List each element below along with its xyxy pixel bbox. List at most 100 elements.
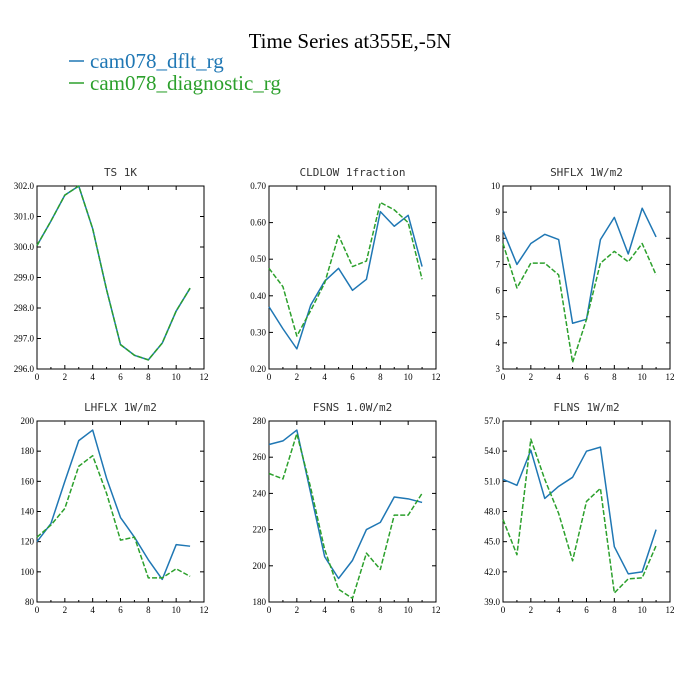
legend-label-diagnostic: cam078_diagnostic_rg (90, 71, 281, 95)
x-tick-label: 10 (404, 605, 414, 615)
y-tick-label: 200 (21, 416, 35, 426)
x-tick-label: 6 (118, 605, 123, 615)
x-tick-label: 6 (118, 372, 123, 382)
x-tick-label: 4 (90, 372, 95, 382)
y-tick-label: 180 (21, 446, 35, 456)
x-tick-label: 8 (146, 605, 151, 615)
x-tick-label: 2 (63, 372, 68, 382)
x-tick-label: 12 (432, 605, 441, 615)
x-tick-label: 10 (404, 372, 414, 382)
x-tick-label: 4 (556, 372, 561, 382)
y-tick-label: 0.70 (250, 181, 266, 191)
panel-title: LHFLX 1W/m2 (84, 401, 157, 414)
y-tick-label: 298.0 (14, 303, 35, 313)
panels: TS 1K 0 2 4 6 8 10 12 296.0 297.0 298.0 299.0 300.0 3… (14, 166, 675, 615)
x-tick-label: 0 (267, 605, 272, 615)
y-tick-label: 140 (21, 507, 35, 517)
x-tick-label: 2 (295, 605, 300, 615)
x-tick-label: 12 (200, 372, 209, 382)
panel-1: TS 1K 0 2 4 6 8 10 12 296.0 297.0 298.0 299.0 300.0 3… (14, 166, 209, 382)
x-tick-label: 6 (584, 605, 589, 615)
x-tick-label: 4 (322, 605, 327, 615)
x-tick-label: 2 (295, 372, 300, 382)
y-tick-label: 0.50 (250, 254, 266, 264)
x-tick-label: 10 (638, 605, 648, 615)
x-tick-label: 12 (200, 605, 209, 615)
panel-title: TS 1K (104, 166, 137, 179)
panel-5: FSNS 1.0W/m2 0 2 4 6 8 10 12 180 200 220 240 260 280 (253, 401, 441, 615)
y-tick-label: 7 (496, 259, 501, 269)
y-tick-label: 48.0 (484, 507, 500, 517)
series-line-dflt (36, 185, 191, 361)
series-line-diagnostic (36, 185, 191, 361)
y-tick-label: 296.0 (14, 364, 35, 374)
series-line-diagnostic (502, 438, 657, 594)
series-line-dflt (36, 429, 191, 581)
y-tick-label: 299.0 (14, 273, 35, 283)
panel-title: CLDLOW 1fraction (300, 166, 406, 179)
x-tick-label: 0 (501, 372, 506, 382)
panel-title: FSNS 1.0W/m2 (313, 401, 392, 414)
plot-frame (502, 420, 671, 603)
y-tick-label: 240 (253, 488, 267, 498)
panel-6: FLNS 1W/m2 0 2 4 6 8 10 12 39.0 42.0 45.0 48.0 51.0 5… (484, 401, 674, 615)
y-tick-label: 10 (491, 181, 501, 191)
y-tick-label: 302.0 (14, 181, 35, 191)
series-line-diagnostic (268, 432, 423, 600)
x-tick-label: 6 (350, 372, 355, 382)
plot-frame (268, 420, 437, 603)
panel-2: CLDLOW 1fraction 0 2 4 6 8 10 12 0.20 0.30 0.40 0.5… (250, 166, 440, 382)
series-line-diagnostic (268, 201, 423, 337)
x-tick-label: 2 (529, 605, 534, 615)
x-tick-label: 8 (612, 605, 617, 615)
y-tick-label: 100 (21, 567, 35, 577)
x-tick-label: 12 (666, 372, 675, 382)
x-tick-label: 6 (350, 605, 355, 615)
y-tick-label: 0.40 (250, 291, 266, 301)
x-tick-label: 4 (322, 372, 327, 382)
y-tick-label: 300.0 (14, 242, 35, 252)
y-tick-label: 9 (496, 207, 501, 217)
panel-4: LHFLX 1W/m2 0 2 4 6 8 10 12 80 100 120 140 160 180 200 (21, 401, 209, 615)
y-tick-label: 3 (496, 364, 501, 374)
x-tick-label: 6 (584, 372, 589, 382)
y-tick-label: 6 (496, 286, 501, 296)
x-tick-label: 0 (501, 605, 506, 615)
y-tick-label: 45.0 (484, 537, 500, 547)
y-tick-label: 42.0 (484, 567, 500, 577)
x-tick-label: 0 (267, 372, 272, 382)
y-tick-label: 39.0 (484, 597, 500, 607)
y-tick-label: 0.60 (250, 218, 266, 228)
y-tick-label: 200 (253, 561, 267, 571)
panel-3: SHFLX 1W/m2 0 2 4 6 8 10 12 3 4 5 6 7 8 9 10 (491, 166, 675, 382)
panel-title: FLNS 1W/m2 (553, 401, 619, 414)
series-line-dflt (268, 429, 423, 580)
y-tick-label: 8 (496, 233, 501, 243)
y-tick-label: 0.30 (250, 327, 266, 337)
y-tick-label: 301.0 (14, 212, 35, 222)
plot-frame (268, 185, 437, 370)
x-tick-label: 8 (378, 605, 383, 615)
x-tick-label: 8 (146, 372, 151, 382)
series-line-dflt (502, 207, 657, 324)
x-tick-label: 10 (172, 372, 182, 382)
y-tick-label: 5 (496, 312, 501, 322)
y-tick-label: 0.20 (250, 364, 266, 374)
x-tick-label: 12 (432, 372, 441, 382)
y-tick-label: 4 (496, 338, 501, 348)
x-tick-label: 10 (172, 605, 182, 615)
y-tick-label: 220 (253, 525, 267, 535)
figure-title: Time Series at355E,-5N (249, 29, 452, 53)
y-tick-label: 80 (25, 597, 35, 607)
y-tick-label: 120 (21, 537, 35, 547)
x-tick-label: 10 (638, 372, 648, 382)
series-line-diagnostic (36, 454, 191, 579)
x-tick-label: 4 (90, 605, 95, 615)
x-tick-label: 4 (556, 605, 561, 615)
x-tick-label: 0 (35, 605, 40, 615)
y-tick-label: 57.0 (484, 416, 500, 426)
series-line-dflt (268, 210, 423, 350)
x-tick-label: 0 (35, 372, 40, 382)
series-line-dflt (502, 446, 657, 575)
